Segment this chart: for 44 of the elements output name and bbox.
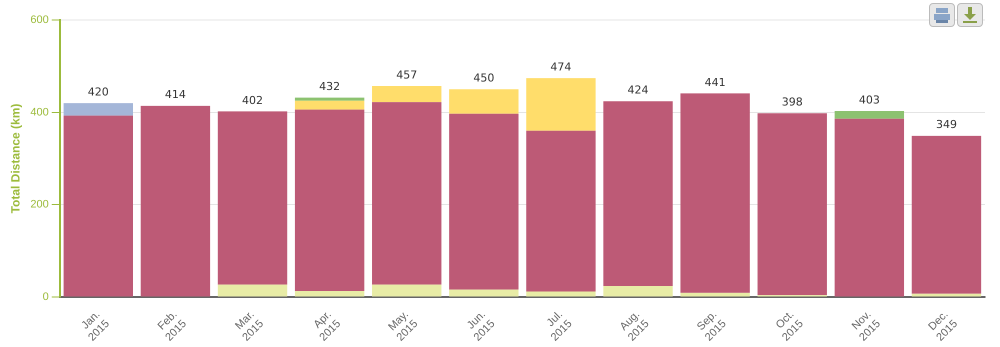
total-label: 474	[550, 60, 572, 74]
bar	[680, 93, 750, 293]
bar	[758, 113, 827, 296]
total-label: 349	[936, 118, 957, 132]
bar	[526, 130, 596, 292]
total-label: 432	[319, 80, 340, 93]
bar	[449, 89, 519, 114]
y-tick-label: 400	[30, 106, 49, 118]
bar	[449, 290, 519, 297]
bar	[526, 291, 596, 297]
bar	[912, 294, 982, 297]
bar	[64, 103, 133, 116]
bar	[680, 292, 750, 297]
total-label: 457	[396, 68, 418, 82]
total-label: 414	[164, 88, 186, 102]
bar	[603, 286, 673, 297]
total-label: 403	[858, 93, 880, 106]
bar	[912, 136, 982, 294]
y-tick-label: 600	[30, 14, 49, 26]
bar	[603, 101, 673, 286]
total-label: 402	[242, 94, 264, 107]
bar	[140, 106, 210, 297]
total-label: 441	[704, 76, 726, 89]
total-label: 450	[473, 72, 494, 85]
bar	[218, 284, 288, 297]
bar	[64, 116, 133, 297]
y-tick-label: 200	[30, 198, 49, 211]
bar	[526, 78, 596, 131]
bar	[294, 291, 364, 297]
bar	[218, 111, 288, 285]
bar	[372, 86, 442, 102]
y-axis-title: Total Distance (km)	[8, 104, 23, 214]
total-label: 420	[88, 85, 109, 98]
bar	[294, 110, 364, 292]
bar	[372, 284, 442, 297]
total-label: 398	[782, 96, 803, 109]
y-tick-label: 0	[42, 291, 49, 304]
bar	[294, 98, 364, 101]
bar	[449, 114, 519, 290]
bar	[834, 118, 904, 297]
total-label: 424	[628, 84, 649, 97]
bar	[372, 102, 442, 285]
bar	[834, 110, 904, 119]
bar	[294, 100, 364, 110]
